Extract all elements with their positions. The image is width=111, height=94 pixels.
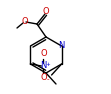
Text: N: N (58, 41, 65, 50)
Text: O: O (40, 74, 47, 83)
Text: -: - (46, 76, 49, 82)
Text: N: N (40, 61, 47, 70)
Text: O: O (22, 17, 28, 27)
Text: O: O (43, 6, 49, 16)
Text: O: O (40, 50, 47, 58)
Text: +: + (45, 61, 50, 66)
